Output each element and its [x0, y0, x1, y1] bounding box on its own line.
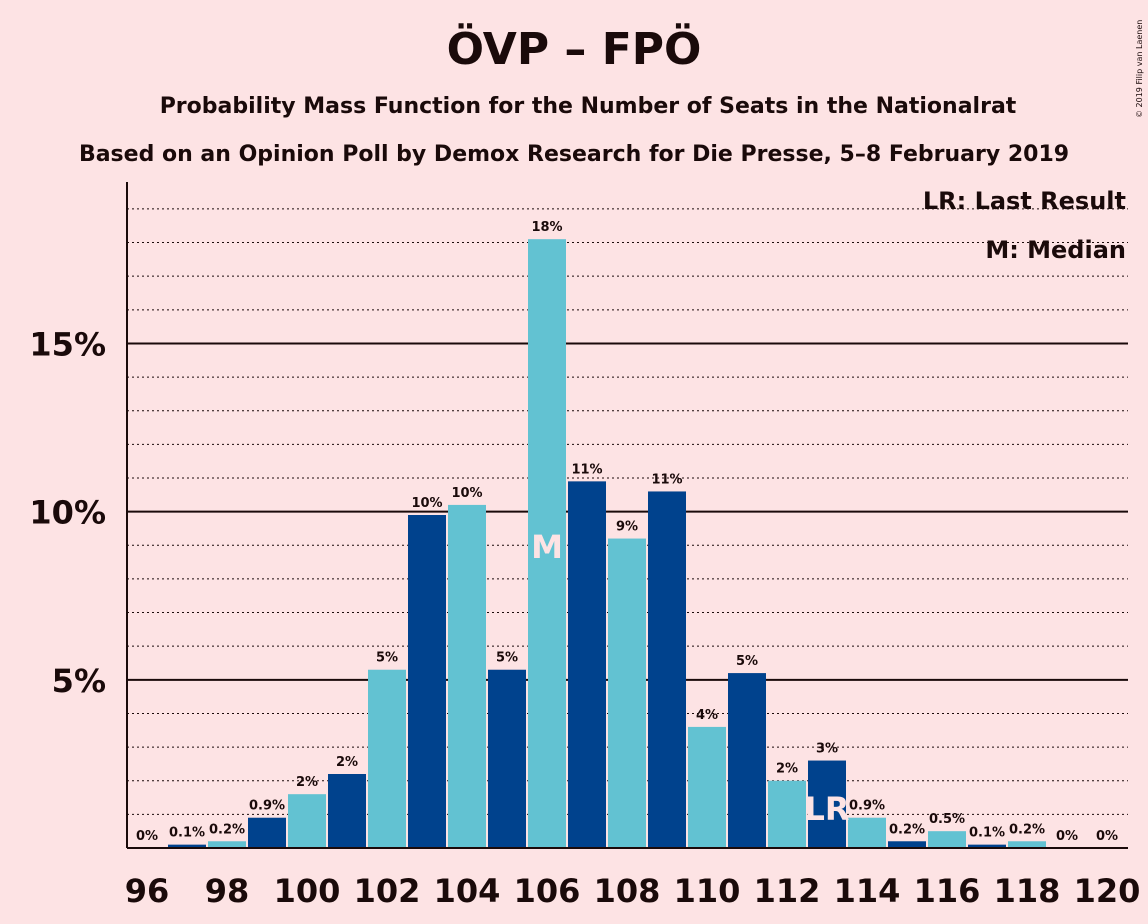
bar-112 [768, 780, 806, 848]
bar-label-108: 9% [616, 520, 638, 535]
bar-103 [408, 515, 446, 848]
y-tick-labels: 5% 10% 15% [29, 325, 106, 699]
bar-104 [448, 504, 486, 848]
x-tick-100: 100 [274, 872, 341, 910]
bar-115 [888, 841, 926, 848]
x-tick-120: 120 [1074, 872, 1141, 910]
bar-102 [368, 669, 406, 848]
legend-last-result: LR: Last Result [923, 187, 1126, 215]
x-tick-102: 102 [354, 872, 421, 910]
bar-98 [208, 841, 246, 848]
bar-label-98: 0.2% [209, 822, 245, 837]
bar-117 [968, 844, 1006, 848]
x-tick-labels: 96 98 100 102 104 106 108 110 112 114 116 118 120 [125, 872, 1141, 910]
bar-label-101: 2% [336, 755, 358, 770]
bar-label-120: 0% [1096, 829, 1118, 844]
bar-label-102: 5% [376, 651, 398, 666]
bar-label-103: 10% [411, 496, 442, 511]
bar-99 [248, 817, 286, 848]
bar-116 [928, 831, 966, 848]
bar-label-119: 0% [1056, 829, 1078, 844]
x-tick-116: 116 [914, 872, 981, 910]
last-result-marker: LR [804, 790, 849, 828]
bar-label-106: 18% [531, 220, 562, 235]
bar-label-104: 10% [451, 486, 482, 501]
x-tick-118: 118 [994, 872, 1061, 910]
markers: M LR [531, 528, 849, 828]
bar-label-114: 0.9% [849, 799, 885, 814]
bar-118 [1008, 841, 1046, 848]
chart-subtitle: Probability Mass Function for the Number… [160, 94, 1017, 119]
bar-label-97: 0.1% [169, 826, 205, 841]
bar-114 [848, 817, 886, 848]
x-tick-108: 108 [594, 872, 661, 910]
bar-label-117: 0.1% [969, 826, 1005, 841]
bar-105 [488, 669, 526, 848]
x-tick-112: 112 [754, 872, 821, 910]
bar-label-99: 0.9% [249, 799, 285, 814]
bar-label-100: 2% [296, 775, 318, 790]
bar-111 [728, 673, 766, 848]
y-tick-5: 5% [52, 662, 106, 700]
copyright-note: © 2019 Filip van Laenen [1135, 20, 1144, 118]
x-tick-96: 96 [125, 872, 170, 910]
x-tick-106: 106 [514, 872, 581, 910]
chart-title: ÖVP – FPÖ [447, 22, 702, 75]
bars [168, 239, 1046, 848]
bar-label-113: 3% [816, 742, 838, 757]
x-tick-104: 104 [434, 872, 501, 910]
bar-label-96: 0% [136, 829, 158, 844]
bar-108 [608, 538, 646, 848]
legend-median: M: Median [985, 236, 1126, 264]
bar-100 [288, 794, 326, 848]
bar-label-111: 5% [736, 654, 758, 669]
x-tick-98: 98 [205, 872, 250, 910]
bar-label-116: 0.5% [929, 812, 965, 827]
bar-label-112: 2% [776, 762, 798, 777]
bar-106 [528, 239, 566, 848]
y-tick-10: 10% [29, 494, 106, 532]
bar-97 [168, 844, 206, 848]
bar-label-107: 11% [571, 462, 602, 477]
x-tick-114: 114 [834, 872, 901, 910]
bar-101 [328, 774, 366, 848]
legend: LR: Last Result M: Median [923, 187, 1126, 264]
bar-labels: 0% 0.1% 0.2% 0.9% 2% 2% 5% 10% 10% 5% 18% 11% 9% 11% 4… [136, 220, 1118, 844]
bar-109 [648, 491, 686, 848]
chart-subtitle-source: Based on an Opinion Poll by Demox Resear… [79, 142, 1069, 167]
bar-label-109: 11% [651, 472, 682, 487]
bar-113 [808, 760, 846, 848]
y-tick-15: 15% [29, 325, 106, 363]
x-tick-110: 110 [674, 872, 741, 910]
bar-label-115: 0.2% [889, 822, 925, 837]
bar-label-105: 5% [496, 651, 518, 666]
median-marker: M [531, 528, 563, 566]
bar-110 [688, 726, 726, 848]
bar-label-110: 4% [696, 708, 718, 723]
bar-label-118: 0.2% [1009, 822, 1045, 837]
bar-107 [568, 481, 606, 848]
